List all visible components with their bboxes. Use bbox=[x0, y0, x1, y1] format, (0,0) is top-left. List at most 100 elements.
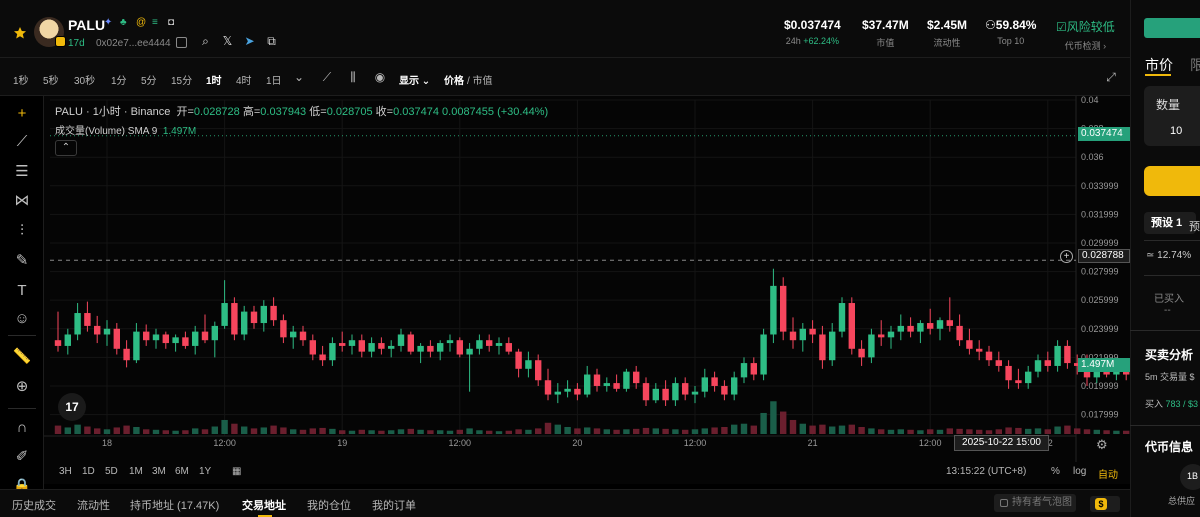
price-chart[interactable]: 0.040.0380.0360.0339990.0319990.0299990.… bbox=[44, 96, 1130, 462]
bottom-tabs: 历史成交 流动性 持币地址 (17.47K) 交易地址 我的仓位 我的订单 持有… bbox=[0, 489, 1130, 517]
range-5d[interactable]: 5D bbox=[105, 466, 118, 477]
crosshair-icon[interactable]: + bbox=[17, 105, 27, 122]
telegram-icon[interactable]: ➤ bbox=[244, 34, 255, 48]
volume-bar bbox=[917, 430, 924, 434]
candle-body bbox=[917, 323, 924, 332]
sparkle-icon: ✦ bbox=[104, 17, 113, 28]
candle-body bbox=[250, 311, 258, 324]
tradingview-logo[interactable]: 17 bbox=[58, 393, 86, 421]
slippage-value: 12.74% bbox=[1157, 250, 1192, 261]
copy-icon[interactable] bbox=[176, 37, 187, 48]
auto-toggle[interactable]: 自动 bbox=[1098, 470, 1118, 481]
clock-utc[interactable]: 13:15:22 (UTC+8) bbox=[946, 466, 1027, 477]
timeframe-1m[interactable]: 1分 bbox=[111, 76, 127, 87]
y-tick-label: 0.017999 bbox=[1081, 410, 1119, 420]
log-toggle[interactable]: log bbox=[1073, 466, 1087, 477]
star-icon[interactable] bbox=[13, 26, 27, 40]
timeframe-30s[interactable]: 30秒 bbox=[74, 76, 96, 87]
x-twitter-icon[interactable]: 𝕏 bbox=[222, 34, 233, 48]
price-toggle[interactable]: 价格 bbox=[444, 76, 464, 87]
lock-drawing-icon[interactable]: ✐ bbox=[15, 448, 29, 465]
timeframe-1s[interactable]: 1秒 bbox=[13, 76, 29, 87]
tab-holders[interactable]: 持币地址 (17.47K) bbox=[130, 500, 220, 512]
tab-my-positions[interactable]: 我的仓位 bbox=[307, 500, 351, 512]
timeframe-5m[interactable]: 5分 bbox=[141, 76, 157, 87]
fib-icon[interactable]: ⫶ bbox=[20, 222, 24, 239]
horizontal-lines-icon[interactable]: ☰ bbox=[15, 163, 29, 180]
top10-stat[interactable]: ⚇59.84% Top 10 bbox=[985, 18, 1036, 46]
candle-body bbox=[750, 363, 757, 375]
candle-icon[interactable]: ⫼ bbox=[350, 70, 356, 84]
crosshair-time-tag: 2025-10-22 15:00 bbox=[954, 435, 1049, 451]
search-icon[interactable]: ⌕ bbox=[202, 34, 209, 48]
timeframe-5s[interactable]: 5秒 bbox=[43, 76, 59, 87]
tab-my-orders[interactable]: 我的订单 bbox=[372, 500, 416, 512]
timeframe-15m[interactable]: 15分 bbox=[171, 76, 193, 87]
risk-stat[interactable]: ☑风险较低 代币检测 › bbox=[1056, 18, 1115, 52]
zoom-in-icon[interactable]: ⊕ bbox=[15, 378, 29, 395]
percent-toggle[interactable]: % bbox=[1051, 466, 1060, 477]
tab-liquidity[interactable]: 流动性 bbox=[77, 500, 110, 512]
volume-bar bbox=[397, 429, 405, 434]
indicators-icon[interactable]: ◉ bbox=[374, 70, 386, 84]
expand-icon[interactable]: ⤢ bbox=[1106, 70, 1116, 84]
tab-traders[interactable]: 交易地址 bbox=[242, 500, 286, 512]
external-link-icon[interactable]: ⧉ bbox=[267, 34, 276, 48]
quantity-value[interactable]: 10 bbox=[1170, 125, 1183, 137]
tab-limit-order[interactable]: 限 bbox=[1190, 57, 1200, 73]
chevron-down-icon[interactable]: ⌄ bbox=[293, 70, 305, 84]
volume-bar bbox=[574, 428, 581, 434]
magnet-icon[interactable]: ∩ bbox=[16, 419, 28, 436]
mcap-toggle[interactable]: / 市值 bbox=[467, 76, 493, 87]
candle-body bbox=[1054, 345, 1061, 366]
timeframe-1d[interactable]: 1日 bbox=[266, 76, 282, 87]
range-1m[interactable]: 1M bbox=[129, 466, 143, 477]
brush-icon[interactable]: ✎ bbox=[15, 252, 29, 269]
holders-icon: ⚇ bbox=[985, 18, 996, 32]
candle-body bbox=[486, 340, 493, 346]
range-3h[interactable]: 3H bbox=[59, 466, 72, 477]
display-menu[interactable]: 显示 ⌄ bbox=[399, 72, 430, 87]
buy-tab-button[interactable] bbox=[1144, 18, 1200, 38]
text-icon[interactable]: T bbox=[17, 282, 27, 299]
gear-icon[interactable]: ⚙ bbox=[1096, 437, 1108, 452]
preset-1-button[interactable]: 预设 1 bbox=[1144, 212, 1196, 234]
candle-body bbox=[260, 305, 267, 324]
timeframe-4h[interactable]: 4时 bbox=[236, 76, 252, 87]
legend-high-label: 高= bbox=[242, 106, 261, 118]
candle-body bbox=[887, 331, 895, 338]
ruler-icon[interactable]: 📏 bbox=[12, 348, 32, 365]
timeframe-1h[interactable]: 1时 bbox=[206, 76, 222, 87]
line-chart-icon[interactable]: ⟋ bbox=[322, 70, 332, 84]
candlestick-chart[interactable]: 0.040.0380.0360.0339990.0319990.0299990.… bbox=[44, 96, 1130, 462]
collapse-legend-button[interactable]: ⌃ bbox=[55, 140, 77, 156]
pattern-icon[interactable]: ⋈ bbox=[14, 192, 30, 209]
slippage-row[interactable]: ≃ 12.74% bbox=[1146, 250, 1191, 261]
candle-body bbox=[1005, 365, 1012, 381]
social-links: ⌕ 𝕏 ➤ ⧉ bbox=[199, 35, 278, 48]
supply-value: 1B bbox=[1187, 471, 1199, 481]
calendar-icon[interactable]: ▦ bbox=[232, 466, 242, 477]
range-6m[interactable]: 6M bbox=[175, 466, 189, 477]
volume-bar bbox=[1044, 429, 1051, 434]
x-tick-label: 20 bbox=[572, 438, 582, 448]
volume-bar bbox=[201, 429, 209, 434]
candle-body bbox=[123, 348, 130, 361]
range-3m[interactable]: 3M bbox=[152, 466, 166, 477]
tab-market-order[interactable]: 市价 bbox=[1145, 57, 1173, 73]
preset-2-button[interactable]: 预 bbox=[1189, 221, 1200, 233]
trendline-icon[interactable]: ⟋ bbox=[16, 133, 28, 150]
y-tick-label: 0.029999 bbox=[1081, 238, 1119, 248]
range-1d[interactable]: 1D bbox=[82, 466, 95, 477]
add-alert-icon[interactable]: + bbox=[1060, 250, 1073, 263]
contract-address[interactable]: 0x02e7...ee4444 bbox=[96, 38, 171, 49]
buy-button[interactable] bbox=[1144, 166, 1200, 196]
candle-body bbox=[397, 334, 405, 346]
holder-bubble-button[interactable]: 持有者气泡图 bbox=[994, 494, 1076, 512]
tab-trade-history[interactable]: 历史成交 bbox=[12, 500, 56, 512]
emoji-icon[interactable]: ☺ bbox=[14, 310, 30, 327]
quantity-field[interactable] bbox=[1144, 86, 1200, 146]
currency-toggle[interactable]: $ bbox=[1090, 496, 1120, 512]
range-1y[interactable]: 1Y bbox=[199, 466, 212, 477]
volume-bar bbox=[505, 430, 512, 434]
